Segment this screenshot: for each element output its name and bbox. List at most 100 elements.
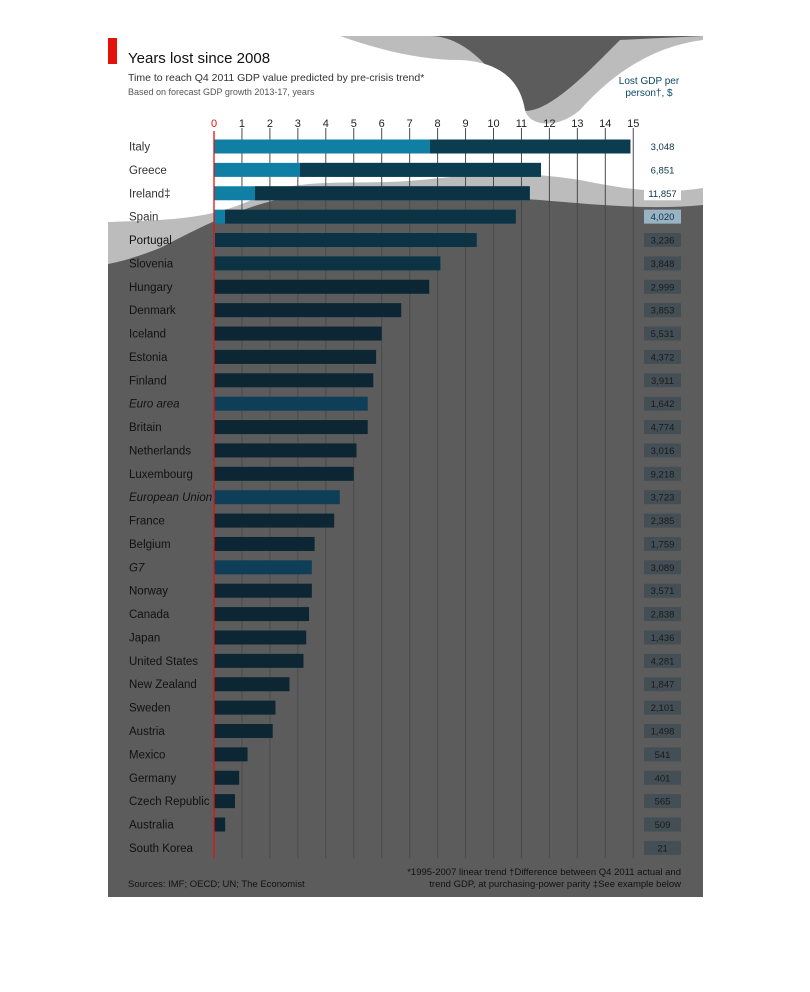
bar <box>214 794 235 809</box>
value-label: 1,642 <box>651 399 675 410</box>
category-label: Estonia <box>129 352 168 364</box>
value-label: 2,838 <box>651 610 675 621</box>
category-label: Sweden <box>129 703 171 715</box>
value-label: 4,774 <box>651 423 675 434</box>
value-label-box <box>644 677 681 692</box>
value-label-box <box>644 607 681 622</box>
category-label: Spain <box>129 212 158 224</box>
chart-subsubtitle: Based on forecast GDP growth 2013-17, ye… <box>128 87 315 97</box>
chart-subtitle: Time to reach Q4 2011 GDP value predicte… <box>128 72 424 84</box>
bar <box>214 583 312 598</box>
bar <box>214 677 290 692</box>
value-label: 2,385 <box>651 516 675 527</box>
bar <box>214 466 354 481</box>
category-label: Netherlands <box>129 445 191 457</box>
value-label: 4,281 <box>651 656 675 667</box>
value-label: 9,218 <box>651 469 675 480</box>
category-label: Greece <box>129 165 167 177</box>
value-label-box <box>644 139 681 154</box>
value-label: 3,016 <box>651 446 675 457</box>
sources-note: Sources: IMF; OECD; UN; The Economist <box>128 879 305 890</box>
value-label: 5,531 <box>651 329 675 340</box>
value-label: 2,999 <box>651 282 675 293</box>
x-tick-label: 14 <box>599 118 611 130</box>
bar <box>214 349 377 364</box>
red-accent-bar <box>108 38 117 64</box>
value-label: 1,759 <box>651 539 675 550</box>
value-labels: 3,048 6,851 11,857 4,020 3,236 3,848 2,999 3,85… <box>644 139 681 855</box>
bar <box>214 420 368 435</box>
x-tick-label: 15 <box>627 118 639 130</box>
category-label: Denmark <box>129 305 176 317</box>
value-label-box <box>644 303 681 318</box>
value-label-box <box>644 700 681 715</box>
value-label: 1,436 <box>651 633 675 644</box>
category-label: Australia <box>129 820 174 832</box>
bar <box>214 513 335 528</box>
bar <box>214 817 226 832</box>
value-label: 3,723 <box>651 493 675 504</box>
category-label: Iceland <box>129 329 166 341</box>
value-label-box <box>644 466 681 481</box>
bar <box>214 653 304 668</box>
value-label: 2,101 <box>651 703 675 714</box>
value-label-box <box>644 536 681 551</box>
x-tick-label: 11 <box>516 118 527 130</box>
x-tick-label: 10 <box>487 118 499 130</box>
bar <box>214 279 430 294</box>
bar-shadow <box>255 186 530 201</box>
value-label: 4,372 <box>651 352 675 363</box>
value-label: 565 <box>655 797 671 808</box>
x-tick-label: 5 <box>351 118 357 130</box>
category-label: Slovenia <box>129 258 174 270</box>
value-label: 4,020 <box>651 212 675 223</box>
category-label: South Korea <box>129 843 194 855</box>
category-label: Finland <box>129 375 167 387</box>
value-label-box <box>644 279 681 294</box>
value-column-title-line2: person†, $ <box>625 88 673 99</box>
category-label: Czech Republic <box>129 796 210 808</box>
bar-group <box>214 139 631 832</box>
value-label: 3,571 <box>651 586 675 597</box>
category-label: New Zealand <box>129 679 197 691</box>
x-tick-labels: 0 1 2 3 4 5 6 7 8 9 10 11 12 13 14 15 <box>211 118 639 130</box>
x-tick-label: 12 <box>543 118 555 130</box>
value-label: 1,498 <box>651 727 675 738</box>
category-label: Norway <box>129 586 168 598</box>
value-label-box <box>644 162 681 177</box>
x-tick-label: 8 <box>435 118 441 130</box>
bar-shadow <box>215 233 477 248</box>
category-label: Britain <box>129 422 162 434</box>
chart-title: Years lost since 2008 <box>128 50 270 67</box>
value-label-box <box>644 420 681 435</box>
value-label-box <box>644 747 681 762</box>
category-label: Luxembourg <box>129 469 193 481</box>
value-label-box <box>644 396 681 411</box>
value-column-title-line1: Lost GDP per <box>619 76 680 87</box>
bar <box>214 747 248 762</box>
x-tick-label: 9 <box>462 118 468 130</box>
value-label-box <box>644 560 681 575</box>
category-label: Canada <box>129 609 170 621</box>
bar <box>214 560 312 575</box>
value-label-box <box>644 653 681 668</box>
value-label-box <box>644 794 681 809</box>
value-label-box <box>644 373 681 388</box>
category-label: European Union <box>129 492 212 504</box>
value-label-box <box>644 840 681 855</box>
value-label-box <box>644 513 681 528</box>
bar <box>214 607 310 622</box>
x-tick-label: 6 <box>379 118 385 130</box>
category-label: Belgium <box>129 539 171 551</box>
value-label: 401 <box>655 773 671 784</box>
footnote-line2: trend GDP, at purchasing-power parity ‡S… <box>429 879 681 890</box>
value-label-box <box>644 443 681 458</box>
category-label: Hungary <box>129 282 173 294</box>
category-labels: Italy Greece Ireland‡ Spain Portugal Slovenia… <box>129 142 212 855</box>
category-label: Austria <box>129 726 165 738</box>
bar <box>214 373 374 388</box>
value-label: 3,089 <box>651 563 675 574</box>
x-tick-label: 1 <box>239 118 245 130</box>
category-label: Portugal <box>129 235 172 247</box>
